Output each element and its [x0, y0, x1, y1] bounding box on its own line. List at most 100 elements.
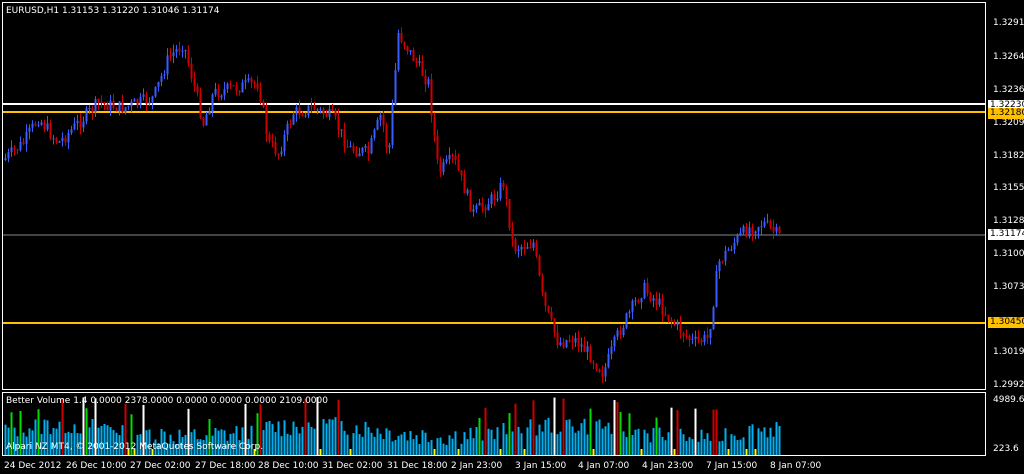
time-label: 4 Jan 23:00	[642, 461, 694, 471]
candle-body	[613, 336, 616, 347]
candle-body	[448, 155, 451, 160]
volume-bar	[481, 440, 484, 455]
volume-bar	[607, 422, 610, 455]
volume-bar	[94, 398, 97, 455]
volume-bar	[349, 449, 352, 455]
price-chart-panel[interactable]: EURUSD,H1 1.31153 1.31220 1.31046 1.3117…	[2, 2, 986, 390]
volume-bar	[736, 439, 739, 455]
candle-body	[268, 134, 271, 141]
volume-bar	[301, 426, 304, 455]
candle-body	[325, 113, 328, 117]
volume-bar	[139, 434, 142, 455]
time-label: 28 Dec 10:00	[258, 461, 319, 471]
volume-bar	[427, 442, 430, 455]
candle-body	[523, 246, 526, 249]
volume-bar	[670, 407, 673, 455]
candle-body	[271, 140, 274, 143]
volume-bar	[64, 433, 67, 455]
candle-body	[199, 92, 202, 118]
volume-bar	[733, 435, 736, 455]
candle-body	[238, 90, 241, 93]
candle-body	[466, 189, 469, 194]
time-label: 27 Dec 18:00	[195, 461, 256, 471]
candle-body	[574, 337, 577, 343]
candle-body	[550, 311, 553, 319]
price-tick: 1.32365	[993, 85, 1024, 95]
candle-body	[307, 105, 310, 116]
candle-body	[259, 88, 262, 102]
volume-bar	[652, 427, 655, 455]
candle-body	[727, 249, 730, 251]
volume-bar	[31, 430, 34, 455]
volume-bar	[277, 421, 280, 455]
candle-body	[154, 86, 157, 97]
volume-bars	[4, 397, 781, 455]
price-tick: 1.31820	[993, 151, 1024, 161]
candle-body	[586, 346, 589, 352]
candle-body	[10, 147, 13, 153]
candle-body	[445, 159, 448, 163]
volume-bar	[451, 438, 454, 455]
candle-body	[340, 129, 343, 131]
volume-bar	[220, 429, 223, 455]
volume-bar	[103, 423, 106, 455]
volume-bar	[379, 433, 382, 455]
candle-body	[169, 55, 172, 57]
candle-body	[136, 99, 139, 106]
volume-bar	[364, 421, 367, 455]
volume-bar	[112, 429, 115, 455]
candle-body	[364, 146, 367, 148]
volume-bar	[262, 430, 265, 455]
candle-body	[565, 340, 568, 348]
volume-bar	[523, 449, 526, 455]
candle-body	[703, 334, 706, 343]
volume-bar	[754, 449, 757, 455]
volume-bar	[649, 442, 652, 455]
candle-body	[61, 137, 64, 142]
time-label: 4 Jan 07:00	[578, 461, 630, 471]
volume-bar	[496, 427, 499, 455]
candle-body	[76, 120, 79, 124]
candle-body	[706, 334, 709, 338]
candle-body	[736, 235, 739, 243]
candle-body	[451, 155, 454, 157]
candle-body	[697, 336, 700, 340]
volume-indicator-panel[interactable]: Better Volume 1.4 0.0000 2378.0000 0.000…	[2, 392, 986, 456]
volume-bar	[355, 425, 358, 455]
volume-bar	[319, 449, 322, 455]
candle-body	[214, 88, 217, 95]
volume-bar	[289, 434, 292, 455]
candle-body	[577, 337, 580, 347]
volume-bar	[484, 407, 487, 455]
price-tick: 1.32640	[993, 52, 1024, 62]
time-label: 3 Jan 15:00	[515, 461, 567, 471]
volume-bar	[337, 399, 340, 455]
candle-body	[508, 198, 511, 229]
candle-body	[283, 134, 286, 152]
candle-body	[226, 83, 229, 90]
volume-bar	[739, 439, 742, 455]
candle-body	[679, 321, 682, 333]
candle-body	[676, 321, 679, 325]
volume-bar	[478, 418, 481, 455]
volume-bar	[745, 449, 748, 455]
time-label: 24 Dec 2012	[4, 461, 62, 471]
volume-bar	[439, 437, 442, 455]
volume-bar	[61, 398, 64, 455]
candle-body	[289, 123, 292, 125]
volume-bar	[472, 438, 475, 455]
volume-bar	[685, 440, 688, 455]
candle-body	[592, 362, 595, 364]
volume-bar	[148, 429, 151, 455]
volume-bar	[526, 427, 529, 455]
candle-body	[73, 123, 76, 130]
volume-bar	[619, 411, 622, 455]
candle-body	[37, 124, 40, 126]
candle-body	[355, 151, 358, 157]
candle-body	[688, 336, 691, 340]
volume-bar	[775, 422, 778, 455]
volume-bar	[271, 424, 274, 455]
volume-bar	[34, 419, 37, 455]
candle-body	[478, 202, 481, 206]
